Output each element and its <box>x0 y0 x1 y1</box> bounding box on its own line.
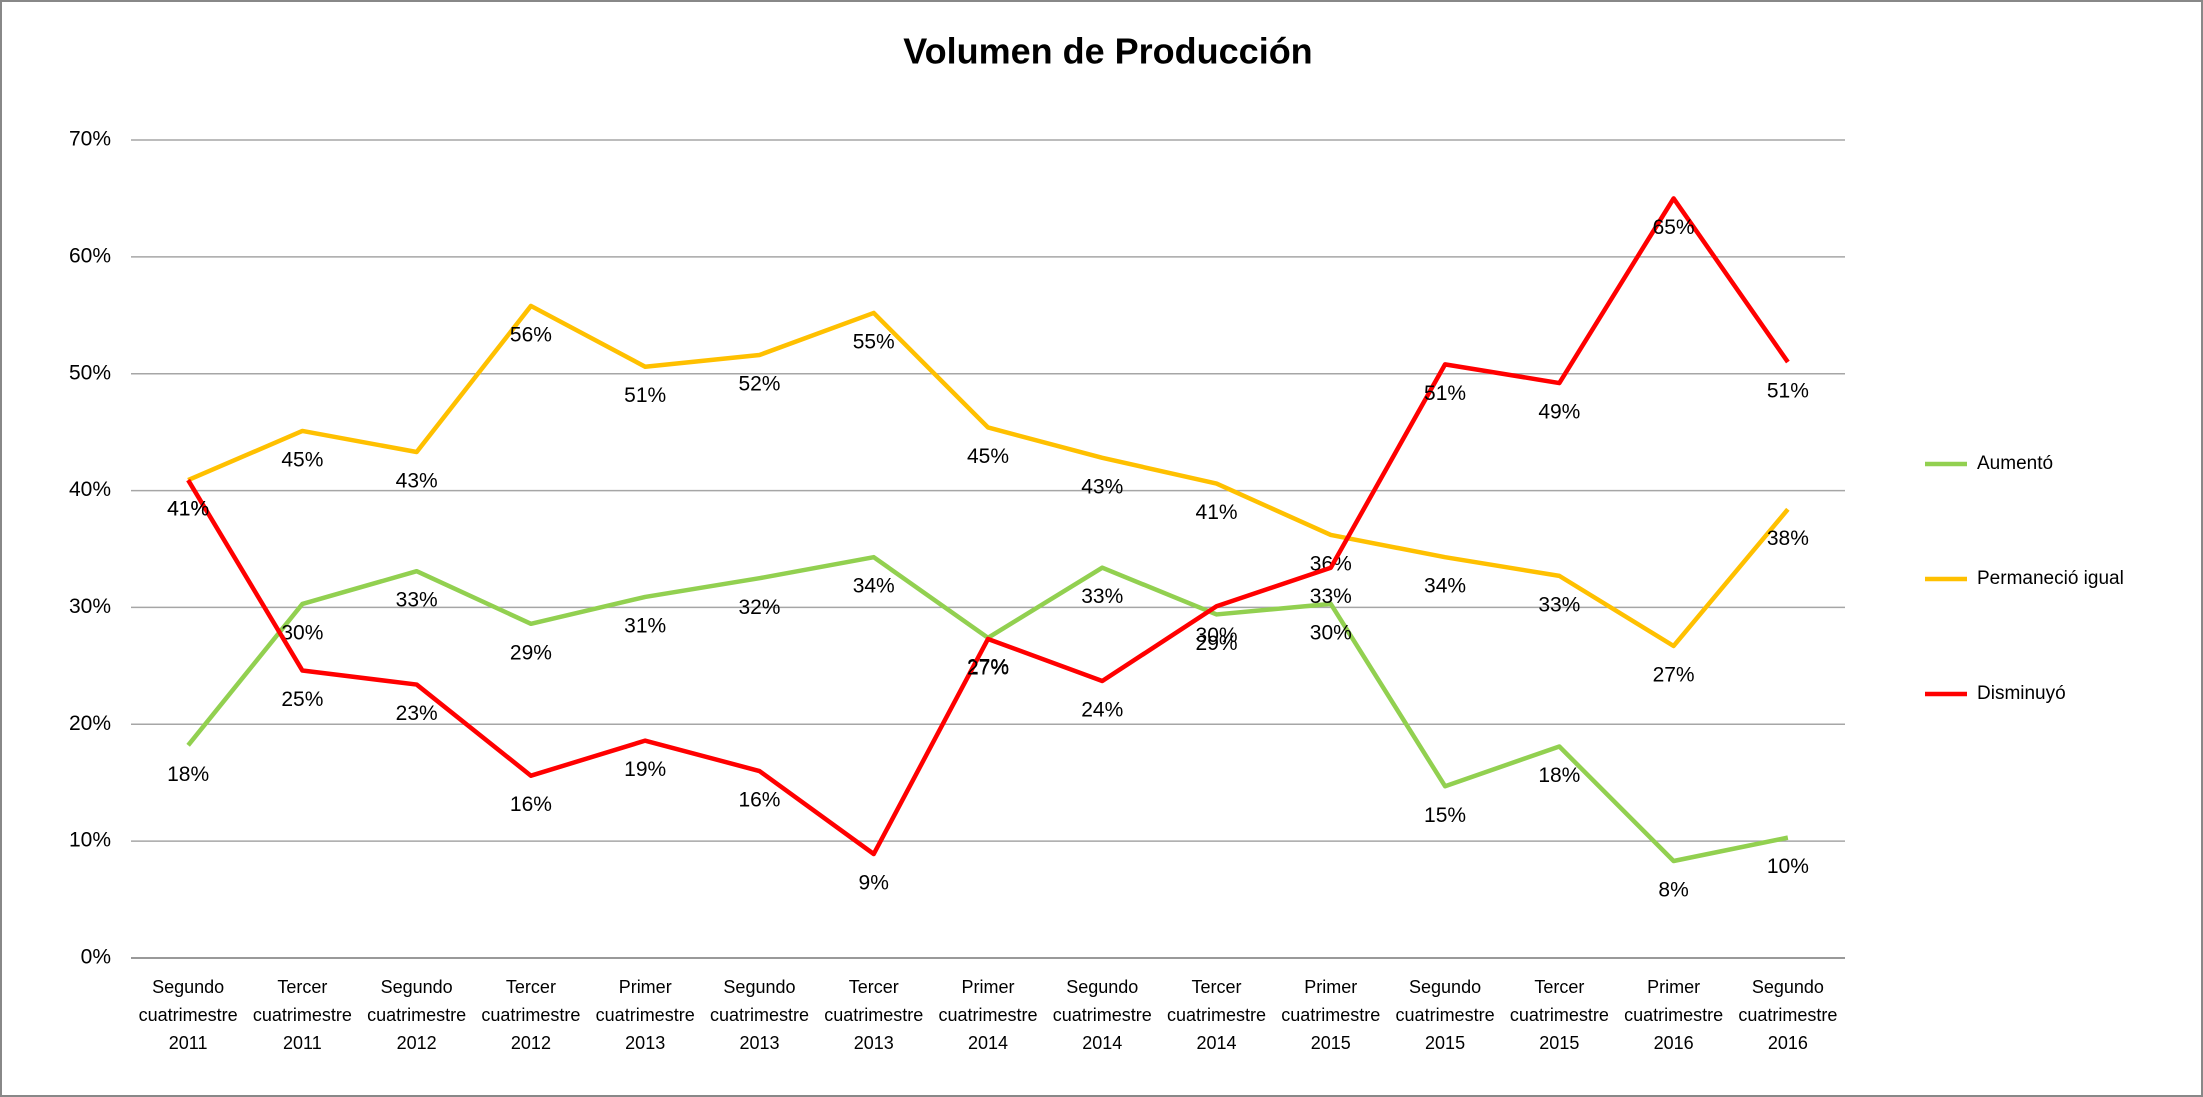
data-label: 45% <box>967 445 1009 468</box>
data-label: 23% <box>396 702 438 725</box>
data-label: 27% <box>1653 664 1695 687</box>
data-label: 51% <box>1424 382 1466 405</box>
data-label: 49% <box>1538 401 1580 424</box>
data-label: 45% <box>281 449 323 472</box>
y-tick-label: 30% <box>69 595 111 618</box>
x-tick-label: Tercer cuatrimestre 2011 <box>253 977 352 1053</box>
series-line <box>186 196 1790 857</box>
y-tick-label: 20% <box>69 712 111 735</box>
x-tick-label: Primer cuatrimestre 2013 <box>596 977 695 1053</box>
data-label: 51% <box>624 384 666 407</box>
y-tick-label: 60% <box>69 244 111 267</box>
data-label: 51% <box>1767 380 1809 403</box>
x-tick-label: Primer cuatrimestre 2016 <box>1624 977 1723 1053</box>
data-label: 33% <box>396 589 438 612</box>
x-tick-label: Segundo cuatrimestre 2016 <box>1738 977 1837 1053</box>
data-label: 29% <box>510 641 552 664</box>
y-tick-label: 0% <box>81 946 111 969</box>
data-label: 19% <box>624 758 666 781</box>
y-tick-label: 10% <box>69 829 111 852</box>
data-label: 30% <box>1310 621 1352 644</box>
data-label: 16% <box>738 789 780 812</box>
x-tick-label: Segundo cuatrimestre 2015 <box>1396 977 1495 1053</box>
data-label: 32% <box>738 596 780 619</box>
data-label: 10% <box>1767 855 1809 878</box>
x-tick-label: Primer cuatrimestre 2014 <box>938 977 1037 1053</box>
x-tick-label: Tercer cuatrimestre 2013 <box>824 977 923 1053</box>
data-label: 25% <box>281 688 323 711</box>
data-label: 41% <box>167 498 209 521</box>
data-label: 33% <box>1538 593 1580 616</box>
data-label: 18% <box>167 763 209 786</box>
x-tick-label: Segundo cuatrimestre 2011 <box>139 977 238 1053</box>
x-tick-label: Tercer cuatrimestre 2014 <box>1167 977 1266 1053</box>
data-label: 55% <box>853 330 895 353</box>
legend-label: Permaneció igual <box>1977 568 2124 589</box>
data-label: 41% <box>167 498 209 521</box>
data-label: 27% <box>967 657 1009 680</box>
data-label: 52% <box>738 373 780 396</box>
data-label: 33% <box>1081 585 1123 608</box>
y-tick-label: 50% <box>69 361 111 384</box>
data-label: 29% <box>1196 632 1238 655</box>
x-tick-label: Primer cuatrimestre 2015 <box>1281 977 1380 1053</box>
x-tick-label: Segundo cuatrimestre 2012 <box>367 977 466 1053</box>
data-label: 38% <box>1767 527 1809 550</box>
data-label: 34% <box>853 575 895 598</box>
data-label: 56% <box>510 323 552 346</box>
x-tick-label: Segundo cuatrimestre 2013 <box>710 977 809 1053</box>
data-label: 34% <box>1424 575 1466 598</box>
data-label: 8% <box>1658 879 1688 902</box>
data-label: 16% <box>510 793 552 816</box>
y-tick-label: 70% <box>69 128 111 151</box>
x-tick-label: Tercer cuatrimestre 2012 <box>481 977 580 1053</box>
data-label: 43% <box>396 470 438 493</box>
x-tick-label: Tercer cuatrimestre 2015 <box>1510 977 1609 1053</box>
data-label: 30% <box>281 621 323 644</box>
data-label: 65% <box>1653 216 1695 239</box>
data-label: 30% <box>1196 624 1238 647</box>
data-label: 18% <box>1538 764 1580 787</box>
data-label: 15% <box>1424 804 1466 827</box>
chart-title: Volumen de Producción <box>903 31 1312 72</box>
data-label: 24% <box>1081 699 1123 722</box>
data-label: 31% <box>624 614 666 637</box>
y-tick-label: 40% <box>69 478 111 501</box>
data-label: 43% <box>1081 475 1123 498</box>
legend-label: Disminuyó <box>1977 683 2066 704</box>
data-label: 41% <box>1196 501 1238 524</box>
legend-label: Aumentó <box>1977 453 2053 474</box>
data-label: 9% <box>859 872 889 895</box>
x-tick-label: Segundo cuatrimestre 2014 <box>1053 977 1152 1053</box>
data-label: 33% <box>1310 585 1352 608</box>
series-line <box>187 303 1790 649</box>
